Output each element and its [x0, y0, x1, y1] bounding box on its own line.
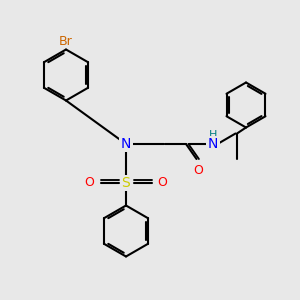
Text: O: O — [158, 176, 167, 190]
Text: Br: Br — [59, 35, 73, 48]
Text: O: O — [193, 164, 203, 176]
Text: H: H — [209, 130, 217, 140]
Text: N: N — [121, 137, 131, 151]
Text: S: S — [122, 176, 130, 190]
Text: O: O — [85, 176, 94, 190]
Text: N: N — [208, 137, 218, 151]
